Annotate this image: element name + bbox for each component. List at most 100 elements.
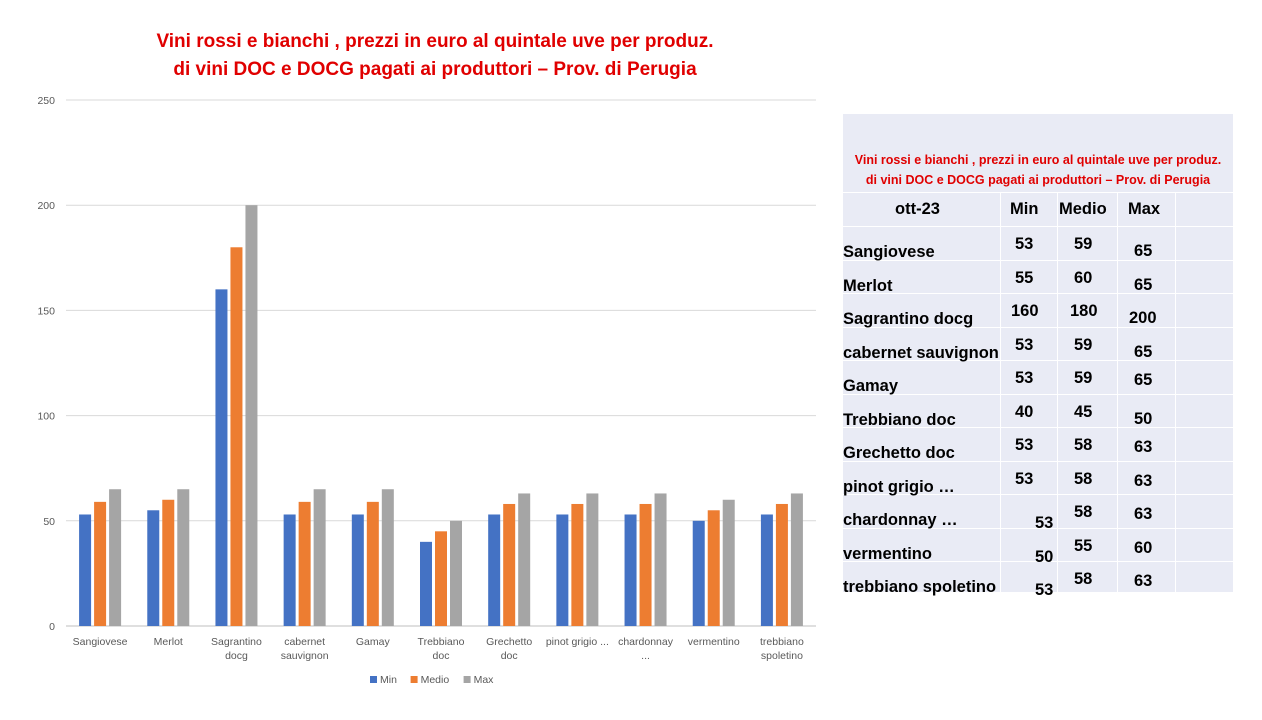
table-hline-1: [843, 260, 1233, 261]
table-row-10-max: 63: [1134, 572, 1153, 590]
bar-max-8: [654, 493, 667, 626]
bar-max-9: [722, 499, 735, 626]
table-row-9-min: 50: [1035, 547, 1054, 566]
table-row-6-min: 53: [1015, 436, 1034, 454]
bar-min-0: [79, 514, 92, 626]
y-tick-label-250: 250: [37, 95, 55, 107]
x-tick-label-3-0: cabernet: [284, 636, 325, 648]
table-row-1-min: 55: [1015, 268, 1034, 287]
table-row-5-max: 50: [1134, 409, 1153, 428]
table-row-7-max: 63: [1134, 471, 1153, 490]
x-tick-label-4-0: Gamay: [356, 636, 391, 648]
bar-min-8: [624, 514, 637, 626]
y-tick-label-50: 50: [43, 516, 55, 528]
table-row-7-medio: 58: [1074, 469, 1093, 488]
table-hline-header: [843, 192, 1233, 193]
y-tick-label-200: 200: [37, 200, 55, 212]
bar-medio-7: [571, 503, 584, 626]
table-hline-8: [843, 494, 1233, 495]
table-row-3-medio: 59: [1074, 335, 1093, 354]
table-row-10-min: 53: [1035, 581, 1054, 599]
bar-medio-1: [162, 499, 175, 626]
x-tick-label-2-1: docg: [225, 650, 248, 662]
data-table: Vini rossi e bianchi , prezzi in euro al…: [843, 114, 1233, 599]
x-tick-label-2-0: Sagrantino: [211, 636, 262, 648]
y-tick-label-0: 0: [49, 621, 55, 633]
bar-min-9: [692, 520, 705, 626]
table-vline-3: [1175, 192, 1176, 592]
table-hline-2: [843, 293, 1233, 294]
table-hline-9: [843, 528, 1233, 529]
table-hline-4: [843, 360, 1233, 361]
table-hline-11: [843, 592, 1233, 593]
bar-medio-8: [639, 503, 652, 626]
bar-max-7: [586, 493, 599, 626]
legend-swatch-min: [370, 676, 377, 683]
bar-medio-6: [503, 503, 516, 626]
legend-label-medio: Medio: [421, 674, 450, 686]
table-row-2-max: 200: [1129, 309, 1157, 327]
table-row-0-max: 65: [1134, 242, 1153, 260]
table-row-4-min: 53: [1015, 369, 1034, 387]
legend-swatch-medio: [410, 676, 418, 683]
table-title-line-2: di vini DOC e DOCG pagati ai produttori …: [865, 173, 1211, 187]
bar-min-7: [556, 514, 569, 626]
bar-medio-5: [435, 531, 447, 626]
table-row-0-medio: 59: [1074, 235, 1093, 253]
legend-label-min: Min: [380, 674, 397, 686]
y-tick-label-100: 100: [37, 411, 55, 423]
table-hline-5: [843, 394, 1233, 395]
x-tick-label-1-0: Merlot: [154, 636, 183, 648]
legend-swatch-max: [463, 676, 471, 683]
legend-label-max: Max: [474, 674, 495, 686]
bar-max-1: [177, 489, 190, 626]
table-row-3-min: 53: [1015, 335, 1034, 354]
table-row-0-name: Sangiovese: [843, 243, 935, 261]
table-row-1-name: Merlot: [843, 276, 893, 295]
bar-medio-10: [775, 503, 788, 626]
bar-max-5: [450, 520, 462, 626]
table-header-medio: Medio: [1059, 200, 1107, 218]
table-vline-1: [1057, 192, 1058, 592]
table-row-9-max: 60: [1134, 538, 1153, 557]
table-header-min: Min: [1010, 200, 1039, 218]
x-tick-label-8-0: chardonnay: [618, 636, 674, 648]
table-title-line-1: Vini rossi e bianchi , prezzi in euro al…: [854, 153, 1222, 167]
x-tick-label-3-1: sauvignon: [281, 650, 329, 662]
table-row-10-name: trebbiano spoletino: [843, 578, 997, 596]
table-hline-6: [843, 427, 1233, 428]
bar-min-3: [283, 514, 296, 626]
table-row-1-medio: 60: [1074, 268, 1093, 287]
bar-min-5: [420, 541, 432, 626]
table-hline-0: [843, 226, 1233, 227]
table-row-5-medio: 45: [1074, 402, 1093, 421]
bar-max-3: [313, 489, 326, 626]
bar-min-6: [488, 514, 501, 626]
table-row-8-min: 53: [1035, 514, 1054, 532]
bar-medio-3: [298, 501, 311, 626]
bar-max-2: [245, 205, 258, 626]
table-title: Vini rossi e bianchi , prezzi in euro al…: [843, 150, 1233, 190]
x-tick-label-5-1: doc: [433, 650, 450, 662]
chart-title-line-2: di vini DOC e DOCG pagati ai produttori …: [173, 59, 697, 80]
table-row-10-medio: 58: [1074, 570, 1093, 588]
bar-min-2: [215, 289, 228, 626]
x-tick-label-9-0: vermentino: [688, 636, 740, 648]
chart-title: Vini rossi e bianchi , prezzi in euro al…: [60, 28, 810, 84]
table-row-4-max: 65: [1134, 371, 1153, 389]
x-tick-label-6-0: Grechetto: [486, 636, 532, 648]
table-hline-10: [843, 561, 1233, 562]
table-row-7-min: 53: [1015, 469, 1034, 488]
x-tick-label-10-0: trebbiano: [760, 636, 804, 648]
table-row-4-medio: 59: [1074, 369, 1093, 387]
table-row-8-name: chardonnay …: [843, 511, 958, 529]
table-row-6-max: 63: [1134, 438, 1153, 456]
bar-medio-2: [230, 247, 243, 626]
table-row-6-name: Grechetto doc: [843, 444, 955, 462]
table-row-1-max: 65: [1134, 275, 1153, 294]
table-vline-0: [1000, 192, 1001, 592]
table-header-max: Max: [1128, 200, 1161, 218]
x-tick-label-7-0: pinot grigio ...: [546, 636, 609, 648]
table-row-7-name: pinot grigio …: [843, 477, 955, 496]
bar-max-4: [381, 489, 394, 626]
